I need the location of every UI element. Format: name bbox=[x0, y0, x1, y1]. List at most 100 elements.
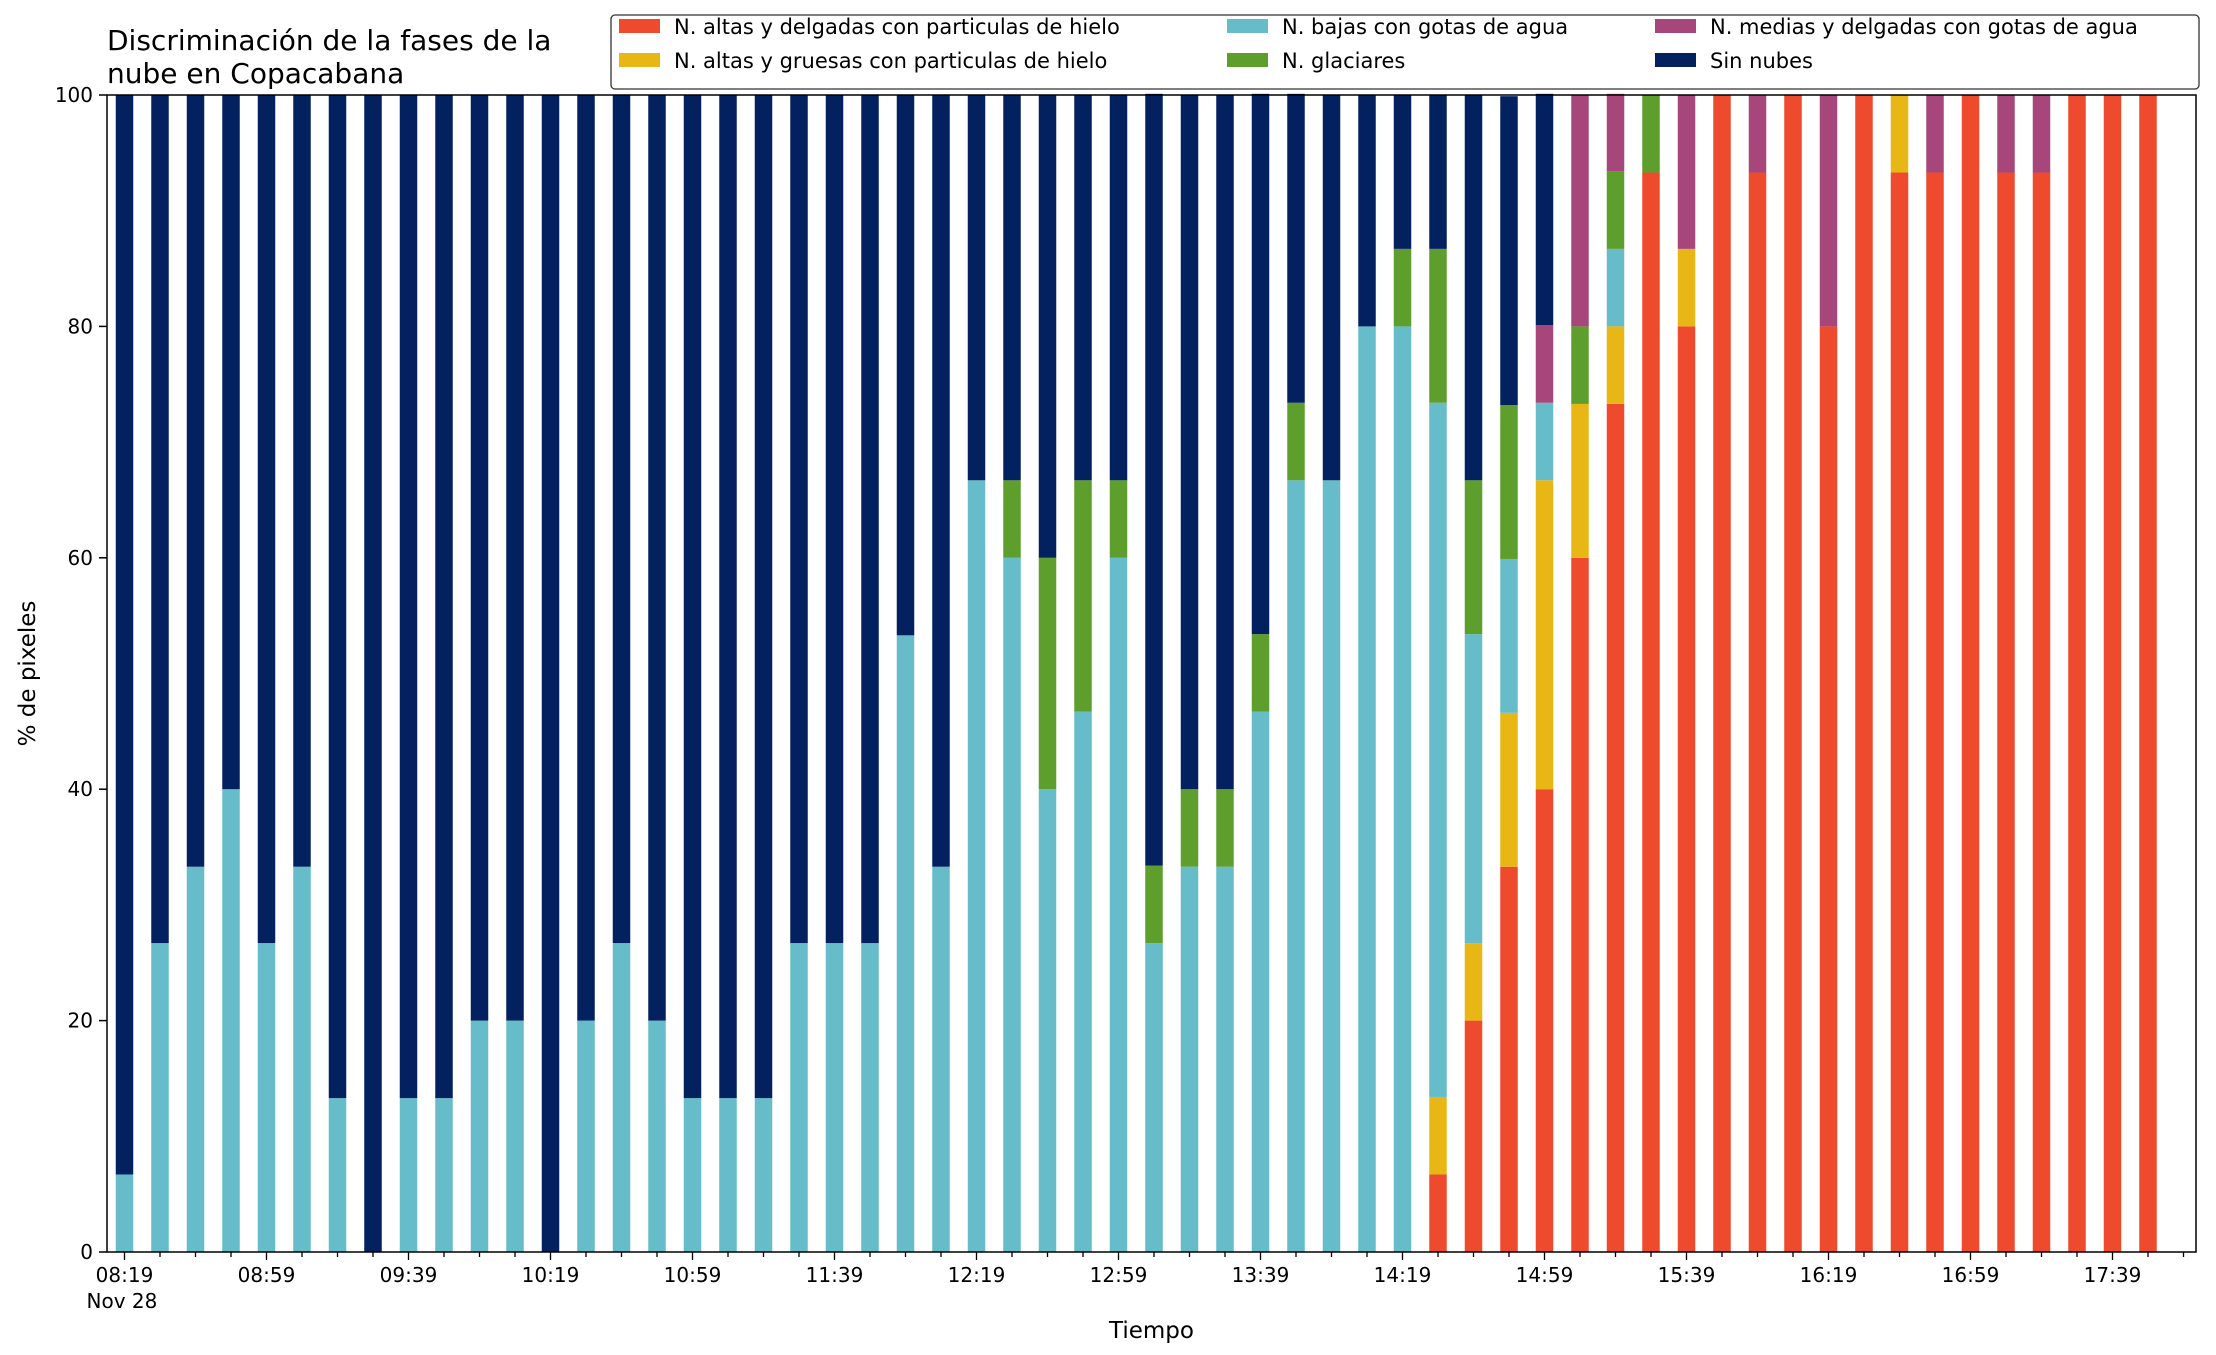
bar-segment-0-49 bbox=[1855, 95, 1873, 1252]
bar-segment-5-22 bbox=[896, 95, 915, 636]
x-tick-label-0: 08:19 bbox=[96, 1263, 154, 1287]
x-tick-label-4: 10:59 bbox=[664, 1263, 722, 1287]
x-axis: 08:19 08:59 09:39 10:19 10:59 11:39 12:19 12:59… bbox=[96, 1252, 2185, 1287]
bar-segment-0-48 bbox=[1819, 326, 1838, 1252]
bar-segment-5-30 bbox=[1180, 95, 1199, 790]
chart-title-line-2: nube en Copacabana bbox=[107, 57, 404, 90]
bar-segment-2-0 bbox=[115, 1174, 134, 1252]
bar-segment-1-39 bbox=[1500, 712, 1518, 867]
bar-segment-0-54 bbox=[2032, 172, 2051, 1252]
bar-segment-2-19 bbox=[790, 943, 808, 1252]
bar-segment-2-27 bbox=[1074, 711, 1092, 1252]
x-tick-label-12: 16:19 bbox=[1800, 1263, 1858, 1287]
bar-segment-2-36 bbox=[1393, 326, 1412, 1252]
bar-segment-1-44 bbox=[1677, 248, 1696, 327]
bar-segment-2-40 bbox=[1535, 402, 1554, 481]
y-tick-label-1: 20 bbox=[68, 1009, 93, 1033]
bar-segment-2-39 bbox=[1500, 558, 1518, 713]
bar-segment-4-46 bbox=[1748, 95, 1767, 173]
bar-segment-5-6 bbox=[328, 95, 347, 1099]
legend-swatch-0 bbox=[619, 19, 660, 33]
legend-swatch-1 bbox=[619, 53, 660, 67]
bar-segment-5-33 bbox=[1287, 93, 1305, 403]
bar-segment-0-53 bbox=[1997, 172, 2015, 1252]
bar-segment-2-24 bbox=[967, 480, 986, 1252]
bar-segment-5-25 bbox=[1003, 95, 1021, 481]
bar-segment-2-10 bbox=[470, 1020, 489, 1252]
bar-segment-0-57 bbox=[2139, 95, 2157, 1252]
bar-segment-0-47 bbox=[1784, 95, 1802, 1252]
bar-segment-5-11 bbox=[506, 95, 524, 1021]
bar-segment-0-41 bbox=[1571, 557, 1589, 1252]
bar-segment-4-44 bbox=[1677, 95, 1696, 249]
x-tick-label-8: 13:39 bbox=[1232, 1263, 1290, 1287]
bar-segment-2-2 bbox=[186, 866, 205, 1252]
bar-segment-2-5 bbox=[293, 866, 311, 1252]
plot-frame bbox=[106, 94, 2197, 1253]
x-tick-label-5: 11:39 bbox=[806, 1263, 864, 1287]
bar-segment-3-25 bbox=[1003, 480, 1021, 558]
bar-segment-5-35 bbox=[1358, 95, 1376, 327]
bar-segment-3-30 bbox=[1180, 789, 1199, 867]
legend-label-3: N. glaciares bbox=[1282, 49, 1405, 73]
bar-segment-5-37 bbox=[1429, 95, 1447, 249]
bar-segment-5-23 bbox=[932, 95, 950, 867]
bar-segment-1-41 bbox=[1571, 403, 1589, 558]
bar-segment-3-27 bbox=[1074, 480, 1092, 712]
bar-segment-2-34 bbox=[1322, 480, 1341, 1252]
bar-segment-3-36 bbox=[1393, 248, 1412, 327]
bar-segment-2-15 bbox=[648, 1020, 666, 1252]
bar-segment-2-28 bbox=[1109, 557, 1128, 1252]
bar-segment-0-50 bbox=[1890, 172, 1909, 1252]
bar-segment-4-42 bbox=[1606, 93, 1625, 172]
bar-segment-0-55 bbox=[2068, 95, 2086, 1252]
x-tick-label-1: 08:59 bbox=[238, 1263, 296, 1287]
legend-box bbox=[610, 14, 2200, 90]
y-tick-label-3: 60 bbox=[68, 546, 93, 570]
bar-segment-5-7 bbox=[364, 95, 382, 1252]
bar-segment-2-6 bbox=[328, 1098, 347, 1252]
bar-segment-2-29 bbox=[1145, 943, 1163, 1252]
bar-segment-5-12 bbox=[541, 95, 560, 1252]
bar-segment-5-1 bbox=[151, 95, 169, 944]
y-axis-label: % de pixeles bbox=[15, 601, 41, 747]
bar-segment-5-18 bbox=[754, 95, 773, 1099]
bar-segment-3-38 bbox=[1464, 480, 1483, 635]
bar-segment-5-20 bbox=[825, 95, 844, 944]
bar-segment-2-17 bbox=[719, 1098, 737, 1252]
bar-segment-3-33 bbox=[1287, 402, 1305, 481]
bar-segment-2-8 bbox=[399, 1098, 418, 1252]
bar-segment-2-32 bbox=[1251, 711, 1270, 1252]
bar-segment-0-40 bbox=[1535, 789, 1554, 1252]
bar-segment-0-43 bbox=[1642, 172, 1660, 1252]
bar-segment-3-41 bbox=[1571, 326, 1589, 404]
bar-segment-0-44 bbox=[1677, 326, 1696, 1252]
bar-segment-2-38 bbox=[1464, 634, 1483, 944]
x-tick-label-6: 12:19 bbox=[948, 1263, 1006, 1287]
bar-segment-3-32 bbox=[1251, 634, 1270, 712]
bar-segment-5-40 bbox=[1535, 93, 1554, 326]
bar-segment-0-46 bbox=[1748, 172, 1767, 1252]
bar-segment-2-37 bbox=[1429, 402, 1447, 1097]
bar-segment-1-42 bbox=[1606, 326, 1625, 404]
x-tick-label-11: 15:39 bbox=[1658, 1263, 1716, 1287]
x-tick-label-14: 17:39 bbox=[2084, 1263, 2142, 1287]
bar-segment-2-22 bbox=[896, 635, 915, 1252]
bar-segment-2-42 bbox=[1606, 248, 1625, 327]
y-axis: 0 20 40 60 80 100 bbox=[55, 83, 107, 1264]
y-tick-label-2: 40 bbox=[68, 777, 93, 801]
legend-swatch-5 bbox=[1655, 53, 1696, 67]
bar-segment-2-4 bbox=[257, 943, 276, 1252]
x-tick-label-9: 14:19 bbox=[1374, 1263, 1432, 1287]
bar-segment-5-15 bbox=[648, 95, 666, 1021]
legend-swatch-3 bbox=[1227, 53, 1268, 67]
bar-segment-5-5 bbox=[293, 95, 311, 867]
bar-segment-0-52 bbox=[1961, 95, 1980, 1252]
bar-segment-5-8 bbox=[399, 95, 418, 1099]
legend-label-4: N. medias y delgadas con gotas de agua bbox=[1710, 15, 2138, 39]
bar-segment-2-14 bbox=[612, 943, 631, 1252]
bar-segment-4-53 bbox=[1997, 95, 2015, 173]
x-tick-label-13: 16:59 bbox=[1942, 1263, 2000, 1287]
bar-segment-0-45 bbox=[1713, 95, 1731, 1252]
